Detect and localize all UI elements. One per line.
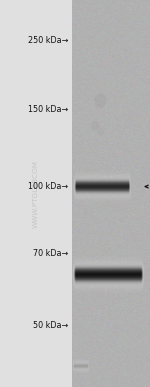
Text: 150 kDa→: 150 kDa→ xyxy=(28,104,68,114)
Ellipse shape xyxy=(98,128,105,135)
Text: 100 kDa→: 100 kDa→ xyxy=(28,182,68,191)
Ellipse shape xyxy=(94,94,106,108)
Text: 70 kDa→: 70 kDa→ xyxy=(33,249,68,258)
Ellipse shape xyxy=(91,121,99,131)
Bar xyxy=(0,0,72,387)
Text: 250 kDa→: 250 kDa→ xyxy=(28,36,68,45)
Text: 50 kDa→: 50 kDa→ xyxy=(33,321,68,330)
Text: WWW.PTGLABCOM: WWW.PTGLABCOM xyxy=(33,159,39,228)
